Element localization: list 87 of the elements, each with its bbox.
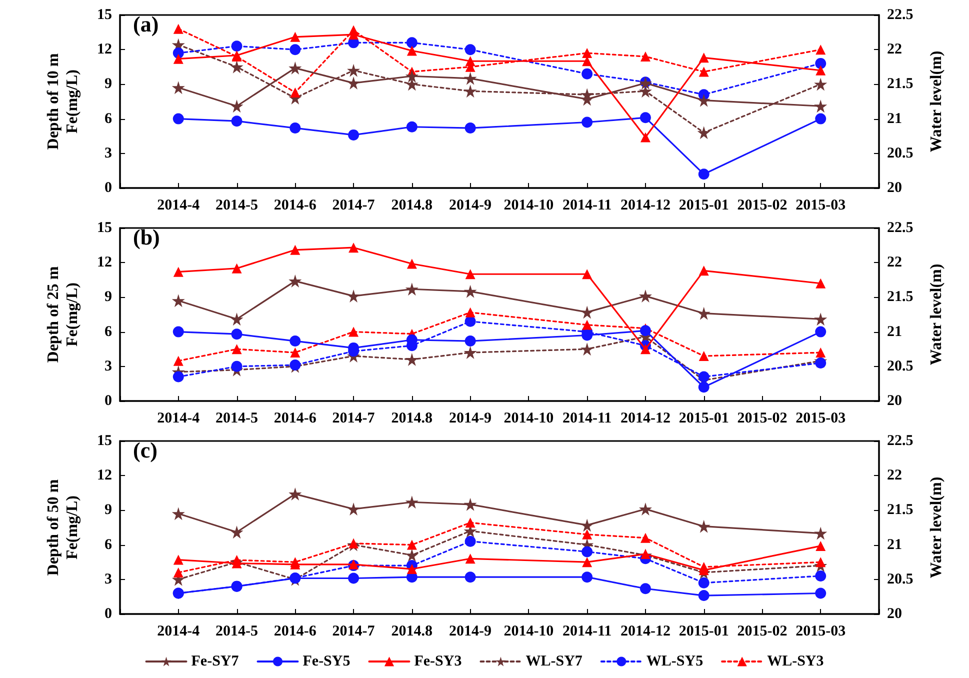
legend-label: WL-SY7 [526,654,583,670]
y2-tick-label: 20 [887,606,902,622]
legend-label: WL-SY5 [646,654,704,670]
y-axis-title: Depth of 10 m Fe(mg/L) [45,52,81,150]
legend-label: WL-SY3 [767,654,824,670]
x-tick-label: 2014-7 [332,624,376,640]
y2-tick-label: 21.5 [887,289,914,306]
y-tick-label: 0 [104,393,112,409]
x-tick-label: 2014.8 [391,410,433,426]
y2-tick-label: 20 [887,393,902,409]
x-tick-label: 2014-9 [449,624,492,640]
x-tick-label: 2014-12 [620,198,670,214]
x-tick-label: 2014-5 [216,624,258,640]
y2-tick-label: 22.5 [887,220,914,236]
x-tick-label: 2014-4 [157,198,200,214]
x-tick-label: 2015-01 [678,198,729,214]
y-tick-label: 6 [104,110,112,127]
x-tick-label: 2014-5 [216,410,258,426]
y-tick-label: 9 [104,76,112,92]
chart-title: (a) [133,12,159,36]
y-tick-label: 15 [97,7,112,23]
x-tick-label: 2014-10 [504,624,554,640]
x-tick-label: 2015-03 [796,198,846,214]
x-tick-label: 2014-11 [562,198,612,214]
y-tick-label: 3 [104,571,112,588]
y2-tick-label: 22.5 [887,433,914,449]
y-axis-title: Depth of 50 m Fe(mg/L) [45,478,81,576]
chart-title: (b) [133,224,160,250]
y-tick-label: 6 [104,536,112,553]
y-tick-label: 3 [104,145,112,162]
x-tick-label: 2015-02 [737,624,788,640]
y2-tick-label: 20.5 [887,145,914,162]
x-tick-label: 2015-01 [678,410,729,426]
x-tick-label: 2014-12 [620,410,670,426]
y-tick-label: 12 [97,468,112,484]
x-tick-label: 2014-10 [504,198,554,214]
x-tick-label: 2014-6 [274,410,317,426]
x-tick-label: 2014-9 [449,410,492,426]
y2-tick-label: 21 [887,536,902,553]
y-tick-label: 6 [104,324,112,340]
y-tick-label: 15 [97,433,112,449]
x-tick-label: 2015-01 [678,624,729,640]
x-tick-label: 2014-11 [562,410,612,426]
x-tick-label: 2014-12 [620,624,670,640]
y2-tick-label: 20 [887,180,902,196]
x-tick-label: 2014-6 [274,198,317,214]
y-axis-title: Depth of 25 m Fe(mg/L) [45,266,81,363]
y2-tick-label: 22 [887,42,902,58]
y2-tick-label: 22 [887,468,902,484]
y2-tick-label: 20.5 [887,358,914,374]
y2-axis-title: Water level(m) [928,476,945,578]
x-tick-label: 2014.8 [391,624,433,640]
y2-tick-label: 21.5 [887,76,914,92]
x-tick-label: 2014-9 [449,198,492,214]
y-tick-label: 0 [104,180,112,196]
y-tick-label: 9 [104,502,112,518]
x-tick-label: 2014-10 [504,410,554,426]
x-tick-label: 2014-4 [157,410,200,426]
x-tick-label: 2014-4 [157,624,200,640]
legend-label: Fe-SY3 [414,654,462,670]
x-tick-label: 2014-5 [216,198,258,214]
x-tick-label: 2014-7 [332,410,376,426]
y-tick-label: 3 [104,358,112,374]
y2-tick-label: 21.5 [887,502,914,518]
y-tick-label: 0 [104,606,112,622]
y-tick-label: 9 [104,289,112,306]
y-tick-label: 15 [97,220,112,236]
x-tick-label: 2015-02 [737,198,788,214]
y-tick-label: 12 [97,254,112,271]
x-tick-label: 2014-11 [562,624,612,640]
y2-tick-label: 21 [887,110,902,127]
x-tick-label: 2015-02 [737,410,788,426]
x-tick-label: 2014-6 [274,624,317,640]
x-tick-label: 2014-7 [332,198,376,214]
x-tick-label: 2015-03 [796,624,846,640]
x-tick-label: 2015-03 [796,410,846,426]
y2-tick-label: 20.5 [887,571,914,588]
legend-label: Fe-SY7 [191,654,240,670]
y2-tick-label: 21 [887,324,902,340]
legend-label: Fe-SY5 [302,654,350,670]
x-tick-label: 2014.8 [391,198,433,214]
y2-tick-label: 22.5 [887,7,914,23]
y2-axis-title: Water level(m) [928,50,945,152]
y2-axis-title: Water level(m) [928,264,945,366]
y-tick-label: 12 [97,42,112,58]
chart-title: (c) [133,438,158,462]
y2-tick-label: 22 [887,254,902,271]
